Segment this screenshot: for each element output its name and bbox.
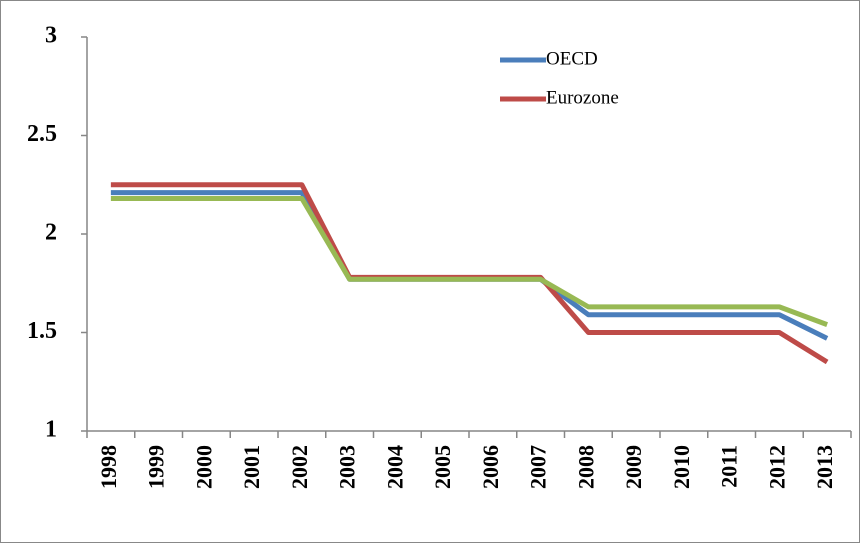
x-tick-label: 2004 (382, 445, 407, 489)
y-tick-label: 1 (45, 417, 57, 443)
x-tick-label: 2013 (812, 445, 837, 489)
x-tick-label: 2002 (287, 445, 312, 489)
x-tick-label: 2009 (621, 445, 646, 489)
x-tick-label: 1999 (144, 445, 169, 489)
x-tick-label: 2007 (526, 445, 551, 489)
x-tick-label: 2003 (335, 445, 360, 489)
y-tick-label: 1.5 (27, 318, 57, 344)
series-line (110, 196, 828, 327)
x-tick-label: 2005 (430, 445, 455, 489)
x-tick-label: 2011 (717, 445, 742, 488)
x-tick-label: 2012 (764, 445, 789, 489)
y-tick-label: 2.5 (27, 121, 57, 147)
x-tick-label: 2001 (239, 445, 264, 489)
y-tick-label: 3 (45, 23, 57, 49)
y-tick-label: 2 (45, 220, 57, 246)
x-tick-label: 1998 (96, 445, 121, 489)
x-tick-label: 2008 (573, 445, 598, 489)
x-tick-label: 2010 (669, 445, 694, 489)
x-tick-label: 2006 (478, 445, 503, 489)
legend-label: Eurozone (546, 87, 619, 108)
legend-label: OECD (546, 48, 598, 69)
x-tick-label: 2000 (191, 445, 216, 489)
